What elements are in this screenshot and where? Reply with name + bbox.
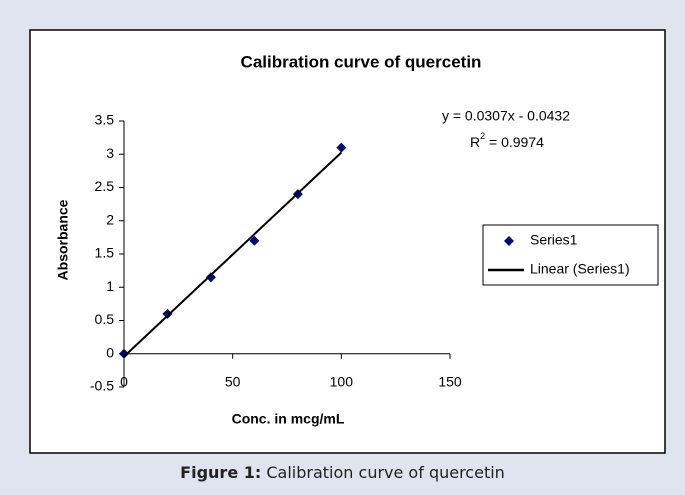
legend-label: Series1 xyxy=(530,232,578,248)
caption-label: Figure 1: xyxy=(180,463,262,482)
legend-marker xyxy=(504,236,514,246)
point xyxy=(162,308,173,319)
x-tick-label: 0 xyxy=(120,374,128,390)
trend-line xyxy=(123,151,343,358)
caption: Figure 1: Calibration curve of quercetin xyxy=(0,463,685,482)
y-tick-label: 2 xyxy=(106,211,114,227)
y-tick-label: 0.5 xyxy=(95,311,115,327)
y-axis-label: Absorbance xyxy=(55,199,71,280)
r-sup: 2 xyxy=(480,131,485,141)
r-base: R xyxy=(470,134,480,150)
equation: y = 0.0307x - 0.0432 xyxy=(442,108,570,124)
r-rest: = 0.9974 xyxy=(485,134,544,150)
x-tick-label: 150 xyxy=(438,374,462,390)
point xyxy=(336,142,347,153)
x-axis-label: Conc. in mcg/mL xyxy=(232,411,345,427)
point xyxy=(119,348,129,359)
y-tick-label: 0 xyxy=(106,344,114,360)
r-squared: R2 = 0.9974 xyxy=(470,131,544,149)
legend-label: Linear (Series1) xyxy=(530,261,630,277)
caption-text: Calibration curve of quercetin xyxy=(266,463,505,482)
x-tick-label: 100 xyxy=(330,374,354,390)
point xyxy=(205,272,216,283)
x-tick-label: 50 xyxy=(225,374,241,390)
legend-box xyxy=(482,224,659,286)
y-tick-label: 2.5 xyxy=(95,178,115,194)
y-tick-label: 3 xyxy=(106,145,114,161)
point xyxy=(249,235,260,246)
y-tick-label: 1.5 xyxy=(95,245,115,261)
y-tick-label: 3.5 xyxy=(95,112,115,128)
chart: Calibration curve of quercetin Absorbanc… xyxy=(29,29,666,454)
chart-title: Calibration curve of quercetin xyxy=(241,52,482,71)
y-tick-label: 1 xyxy=(106,278,114,294)
y-tick-label: -0.5 xyxy=(90,378,114,394)
